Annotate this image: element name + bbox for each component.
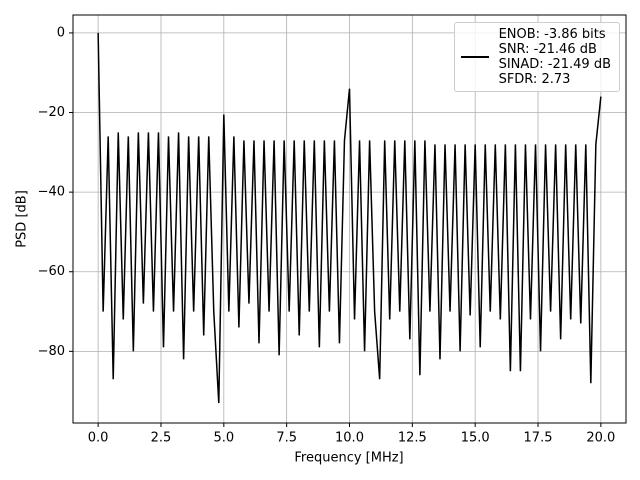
x-tick-label: 12.5 <box>398 431 427 446</box>
x-tick-label: 20.0 <box>586 431 615 446</box>
y-tick-label: −20 <box>38 105 65 120</box>
y-tick-label: 0 <box>57 25 65 40</box>
x-tick-label: 0.0 <box>88 431 109 446</box>
legend-label: ENOB: -3.86 bits SNR: -21.46 dB SINAD: -… <box>498 27 611 87</box>
y-tick-label: −80 <box>38 344 65 359</box>
y-tick-label: −60 <box>38 264 65 279</box>
x-tick-label: 7.5 <box>276 431 297 446</box>
x-tick-label: 10.0 <box>335 431 364 446</box>
x-tick-label: 15.0 <box>461 431 490 446</box>
y-axis-label: PSD [dB] <box>15 190 30 248</box>
y-tick-label: −40 <box>38 185 65 200</box>
legend: ENOB: -3.86 bits SNR: -21.46 dB SINAD: -… <box>453 22 620 92</box>
x-axis-label: Frequency [MHz] <box>294 451 403 466</box>
x-tick-label: 5.0 <box>213 431 234 446</box>
x-tick-label: 17.5 <box>524 431 553 446</box>
legend-swatch <box>460 56 489 58</box>
plot-frame <box>72 14 627 424</box>
x-tick-label: 2.5 <box>151 431 172 446</box>
series-line <box>97 32 602 404</box>
